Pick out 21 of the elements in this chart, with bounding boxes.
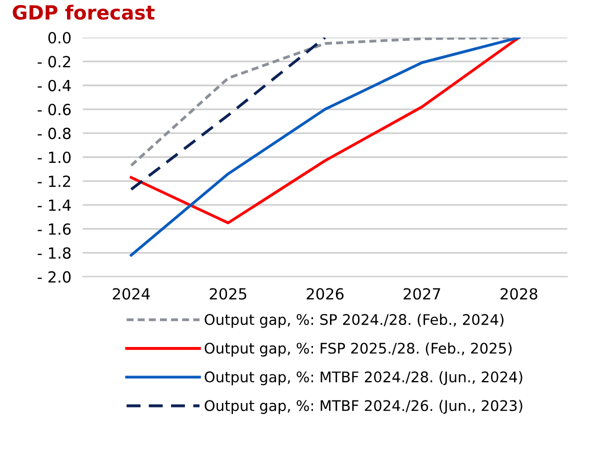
x-tick-label: 2028 <box>500 288 538 300</box>
y-tick-label: - 0.2 <box>38 56 70 68</box>
y-tick-label: 0.0 <box>48 32 71 44</box>
x-tick-label: 2025 <box>210 288 246 300</box>
y-tick-label: - 0.4 <box>38 80 71 92</box>
legend-label: Output gap, %: MTBF 2024./28. (Jun., 2024) <box>204 371 522 386</box>
chart-title: GDP forecast <box>12 4 155 20</box>
y-tick-label: - 2.0 <box>38 271 71 283</box>
legend-label: Output gap, %: FSP 2025./28. (Feb., 2025) <box>204 342 512 357</box>
legend-label: Output gap, %: MTBF 2024./26. (Jun., 2023) <box>204 400 522 414</box>
y-tick-label: - 0.8 <box>38 128 71 140</box>
y-tick-label: - 1.4 <box>38 200 71 211</box>
x-tick-label: 2026 <box>306 288 344 300</box>
y-tick-label: - 0.6 <box>38 104 71 116</box>
y-tick-label: - 1.0 <box>38 152 71 164</box>
y-tick-label: - 1.2 <box>38 176 70 187</box>
y-tick-label: - 1.8 <box>38 247 71 259</box>
x-tick-label: 2024 <box>112 288 150 300</box>
x-tick-label: 2027 <box>404 288 440 300</box>
legend-label: Output gap, %: SP 2024./28. (Feb., 2024) <box>204 314 504 328</box>
y-tick-label: - 1.6 <box>38 223 71 235</box>
